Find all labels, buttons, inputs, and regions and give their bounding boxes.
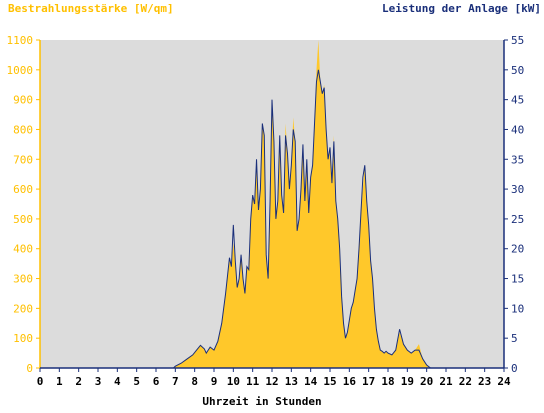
x-tick-label: 10 — [227, 375, 240, 388]
irradiance-area — [40, 40, 504, 368]
right-axis-title: Leistung der Anlage [kW] — [382, 2, 541, 15]
x-tick-label: 23 — [478, 375, 491, 388]
x-tick-label: 7 — [172, 375, 179, 388]
x-tick-label: 17 — [362, 375, 375, 388]
right-tick-label: 25 — [511, 213, 524, 226]
x-tick-label: 6 — [153, 375, 160, 388]
x-tick-label: 15 — [323, 375, 336, 388]
right-tick-label: 0 — [511, 362, 518, 375]
left-tick-label: 1000 — [7, 64, 34, 77]
right-tick-label: 10 — [511, 302, 524, 315]
right-tick-label: 35 — [511, 153, 524, 166]
x-tick-label: 8 — [191, 375, 198, 388]
left-tick-label: 200 — [13, 302, 33, 315]
left-tick-label: 900 — [13, 94, 33, 107]
right-tick-label: 40 — [511, 123, 524, 136]
x-tick-label: 13 — [285, 375, 298, 388]
right-tick-label: 45 — [511, 94, 524, 107]
left-tick-label: 700 — [13, 153, 33, 166]
x-tick-label: 18 — [381, 375, 394, 388]
x-tick-label: 22 — [459, 375, 472, 388]
left-tick-label: 600 — [13, 183, 33, 196]
left-tick-label: 800 — [13, 123, 33, 136]
irradiance-area-layer — [40, 40, 504, 368]
left-tick-label: 0 — [26, 362, 33, 375]
right-tick-label: 20 — [511, 243, 524, 256]
x-tick-label: 19 — [401, 375, 414, 388]
power-line-layer — [40, 69, 504, 369]
x-tick-label: 2 — [75, 375, 82, 388]
x-tick-label: 9 — [211, 375, 218, 388]
left-tick-label: 300 — [13, 273, 33, 286]
right-tick-label: 5 — [511, 332, 518, 345]
x-tick-label: 24 — [497, 375, 511, 388]
x-tick-label: 4 — [114, 375, 121, 388]
x-tick-label: 21 — [439, 375, 453, 388]
x-tick-label: 14 — [304, 375, 318, 388]
left-tick-label: 500 — [13, 213, 33, 226]
left-tick-label: 1100 — [7, 34, 34, 47]
x-tick-label: 3 — [95, 375, 102, 388]
x-tick-label: 16 — [343, 375, 357, 388]
left-tick-label: 100 — [13, 332, 33, 345]
left-axis-title: Bestrahlungsstärke [W/qm] — [8, 2, 174, 15]
left-tick-label: 400 — [13, 243, 33, 256]
right-tick-label: 55 — [511, 34, 524, 47]
x-tick-label: 5 — [133, 375, 140, 388]
x-tick-label: 0 — [37, 375, 44, 388]
x-tick-label: 11 — [246, 375, 260, 388]
power-line — [40, 69, 504, 369]
x-tick-label: 1 — [56, 375, 63, 388]
ticks-layer: 0100200300400500600700800900100011000510… — [7, 34, 525, 388]
x-tick-label: 12 — [265, 375, 278, 388]
right-tick-label: 15 — [511, 273, 524, 286]
x-axis-title: Uhrzeit in Stunden — [202, 395, 321, 408]
right-tick-label: 30 — [511, 183, 524, 196]
right-tick-label: 50 — [511, 64, 524, 77]
x-tick-label: 20 — [420, 375, 433, 388]
